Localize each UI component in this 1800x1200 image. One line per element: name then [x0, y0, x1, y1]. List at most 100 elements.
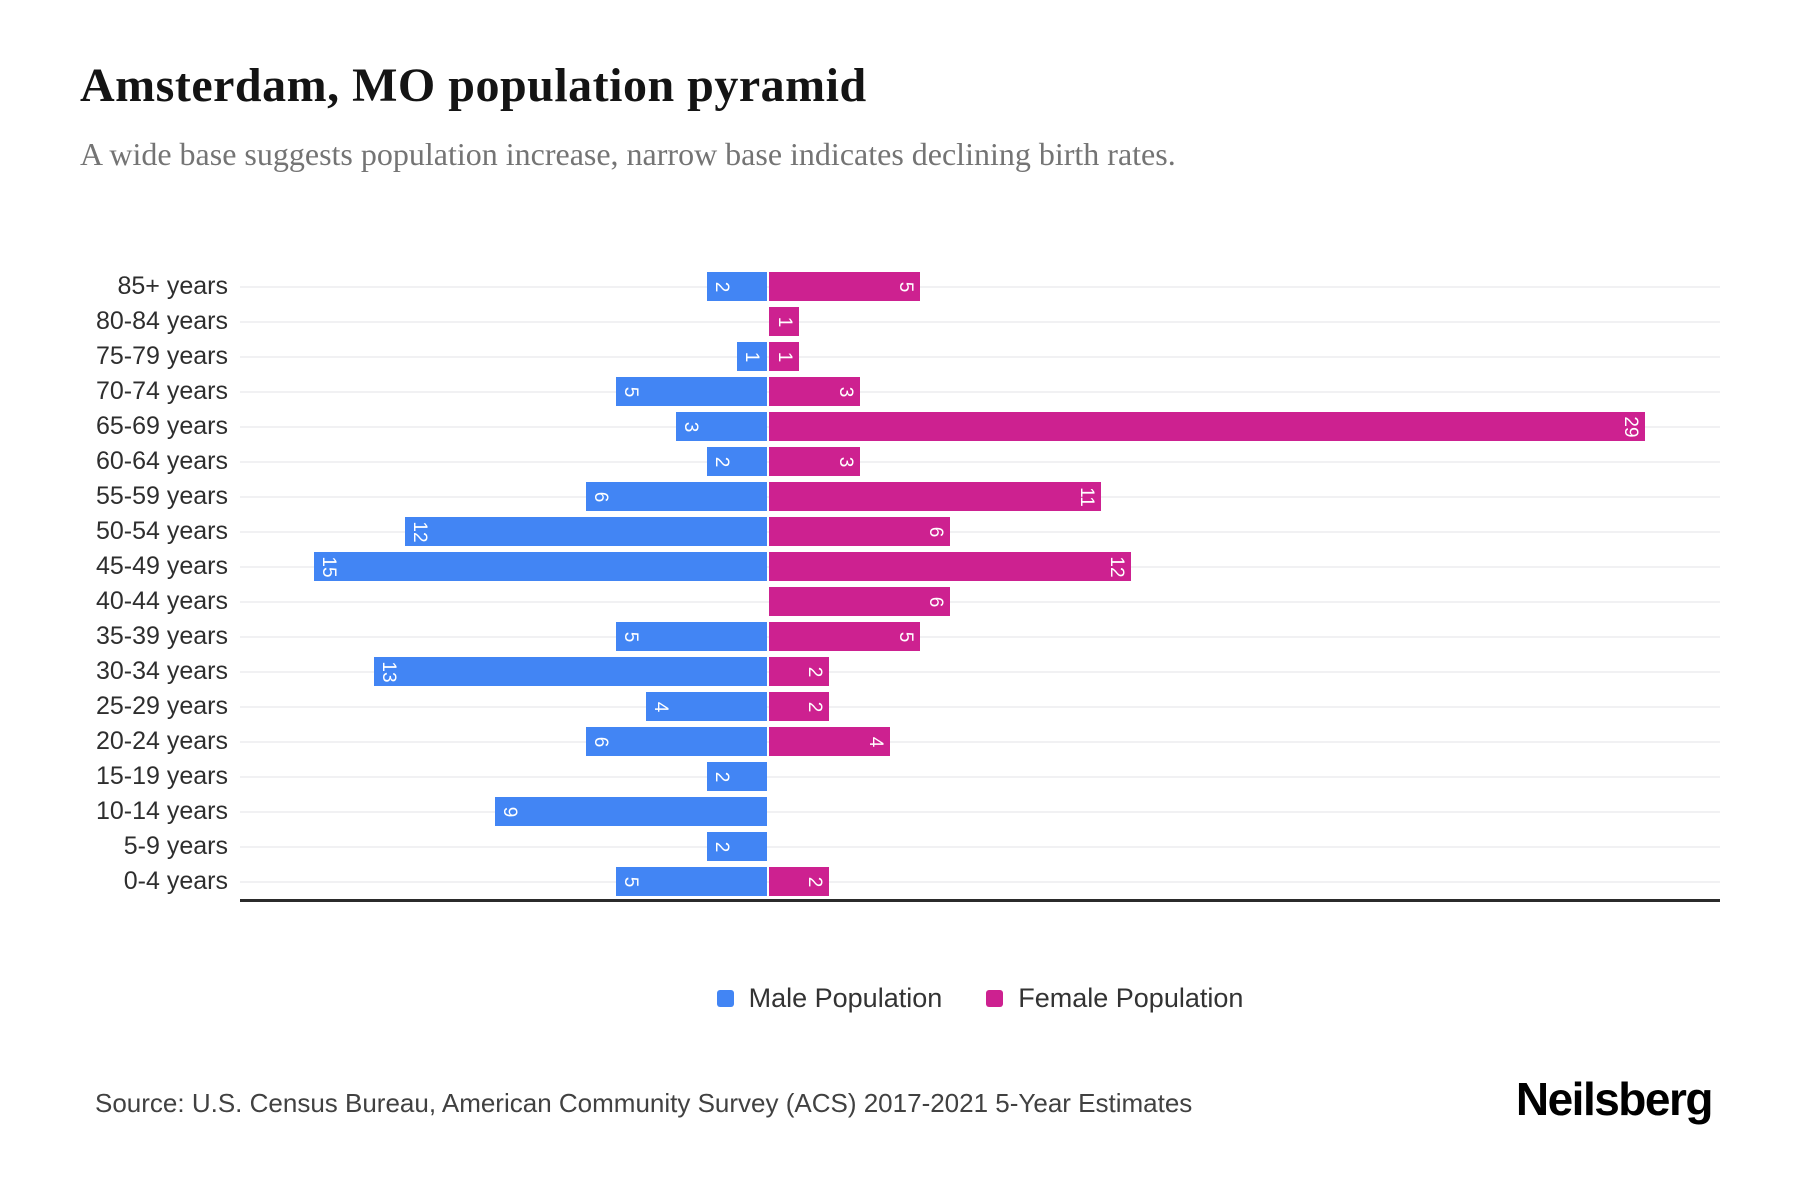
female-bar[interactable]: 1 — [769, 342, 799, 371]
bar-value-label: 5 — [620, 631, 641, 642]
male-bar[interactable]: 2 — [707, 447, 767, 476]
bar-value-label: 12 — [409, 520, 430, 543]
age-group-label: 45-49 years — [95, 552, 228, 580]
age-group-label: 80-84 years — [95, 307, 228, 335]
bar-value-label: 9 — [499, 806, 520, 817]
row-track: 1 — [240, 304, 1720, 339]
pyramid-row: 45-49 years 15 12 — [0, 549, 1800, 584]
row-track: 6 11 — [240, 479, 1720, 514]
legend-female-label: Female Population — [1018, 983, 1244, 1013]
male-bar[interactable]: 5 — [616, 622, 767, 651]
age-group-label: 65-69 years — [95, 412, 228, 440]
gridline — [240, 740, 1720, 743]
female-bar[interactable]: 4 — [769, 727, 890, 756]
male-bar[interactable]: 6 — [586, 727, 767, 756]
gridline — [240, 285, 1720, 288]
female-bar[interactable]: 2 — [769, 692, 829, 721]
page-title: Amsterdam, MO population pyramid — [80, 59, 867, 112]
neilsberg-logo: Neilsberg — [1515, 1073, 1714, 1125]
female-bar[interactable]: 12 — [769, 552, 1131, 581]
male-bar[interactable]: 5 — [616, 867, 767, 896]
legend-item-female[interactable]: Female Population — [986, 983, 1243, 1014]
male-bar[interactable]: 5 — [616, 377, 767, 406]
gridline — [240, 670, 1720, 673]
male-bar[interactable]: 12 — [405, 517, 767, 546]
gridline — [240, 390, 1720, 393]
bar-value-label: 3 — [835, 386, 856, 397]
male-bar[interactable]: 15 — [314, 552, 767, 581]
pyramid-row: 25-29 years 4 2 — [0, 689, 1800, 724]
bar-value-label: 1 — [774, 351, 795, 362]
gridline — [240, 810, 1720, 813]
male-bar[interactable]: 6 — [586, 482, 767, 511]
bar-value-label: 2 — [711, 281, 732, 292]
male-bar[interactable]: 13 — [374, 657, 767, 686]
bar-value-label: 2 — [804, 701, 825, 712]
age-group-label: 50-54 years — [95, 517, 228, 545]
age-group-label: 30-34 years — [95, 657, 228, 685]
gridline — [240, 635, 1720, 638]
bar-value-label: 12 — [1106, 555, 1127, 578]
row-track: 6 — [240, 584, 1720, 619]
female-swatch-icon — [986, 990, 1004, 1007]
bar-value-label: 6 — [925, 526, 946, 537]
age-group-label: 55-59 years — [95, 482, 228, 510]
female-bar[interactable]: 6 — [769, 587, 950, 616]
age-group-label: 20-24 years — [95, 727, 228, 755]
age-group-label: 40-44 years — [95, 587, 228, 615]
gridline — [240, 355, 1720, 358]
pyramid-row: 40-44 years 6 — [0, 584, 1800, 619]
pyramid-row: 80-84 years 1 — [0, 304, 1800, 339]
male-bar[interactable]: 2 — [707, 272, 767, 301]
bar-value-label: 2 — [804, 666, 825, 677]
pyramid-row: 10-14 years 9 — [0, 794, 1800, 829]
female-bar[interactable]: 5 — [769, 272, 920, 301]
gridline — [240, 880, 1720, 883]
bar-value-label: 6 — [590, 491, 611, 502]
female-bar[interactable]: 11 — [769, 482, 1101, 511]
gridline — [240, 775, 1720, 778]
female-bar[interactable]: 2 — [769, 657, 829, 686]
bar-value-label: 5 — [895, 281, 916, 292]
female-bar[interactable]: 1 — [769, 307, 799, 336]
gridline — [240, 600, 1720, 603]
female-bar[interactable]: 5 — [769, 622, 920, 651]
female-bar[interactable]: 3 — [769, 447, 860, 476]
male-bar[interactable]: 9 — [495, 797, 767, 826]
pyramid-plot: 85+ years 2 5 80-84 years 1 75-79 years 1 1 70-7… — [0, 269, 1800, 899]
pyramid-row: 75-79 years 1 1 — [0, 339, 1800, 374]
female-bar[interactable]: 29 — [769, 412, 1645, 441]
pyramid-row: 30-34 years 13 2 — [0, 654, 1800, 689]
bar-value-label: 2 — [711, 841, 732, 852]
pyramid-row: 0-4 years 5 2 — [0, 864, 1800, 899]
bar-value-label: 5 — [895, 631, 916, 642]
bar-value-label: 2 — [711, 456, 732, 467]
female-bar[interactable]: 6 — [769, 517, 950, 546]
bar-value-label: 3 — [680, 421, 701, 432]
male-bar[interactable]: 2 — [707, 832, 767, 861]
female-bar[interactable]: 3 — [769, 377, 860, 406]
gridline — [240, 845, 1720, 848]
legend-item-male[interactable]: Male Population — [716, 983, 942, 1014]
bar-value-label: 4 — [650, 701, 671, 712]
x-axis-line — [240, 899, 1720, 902]
row-track: 13 2 — [240, 654, 1720, 689]
row-track: 15 12 — [240, 549, 1720, 584]
bar-value-label: 5 — [620, 876, 641, 887]
row-track: 2 — [240, 829, 1720, 864]
pyramid-row: 35-39 years 5 5 — [0, 619, 1800, 654]
age-group-label: 35-39 years — [95, 622, 228, 650]
female-bar[interactable]: 2 — [769, 867, 829, 896]
male-bar[interactable]: 1 — [737, 342, 767, 371]
male-bar[interactable]: 2 — [707, 762, 767, 791]
gridline — [240, 530, 1720, 533]
male-bar[interactable]: 3 — [676, 412, 767, 441]
gridline — [240, 705, 1720, 708]
male-bar[interactable]: 4 — [646, 692, 767, 721]
